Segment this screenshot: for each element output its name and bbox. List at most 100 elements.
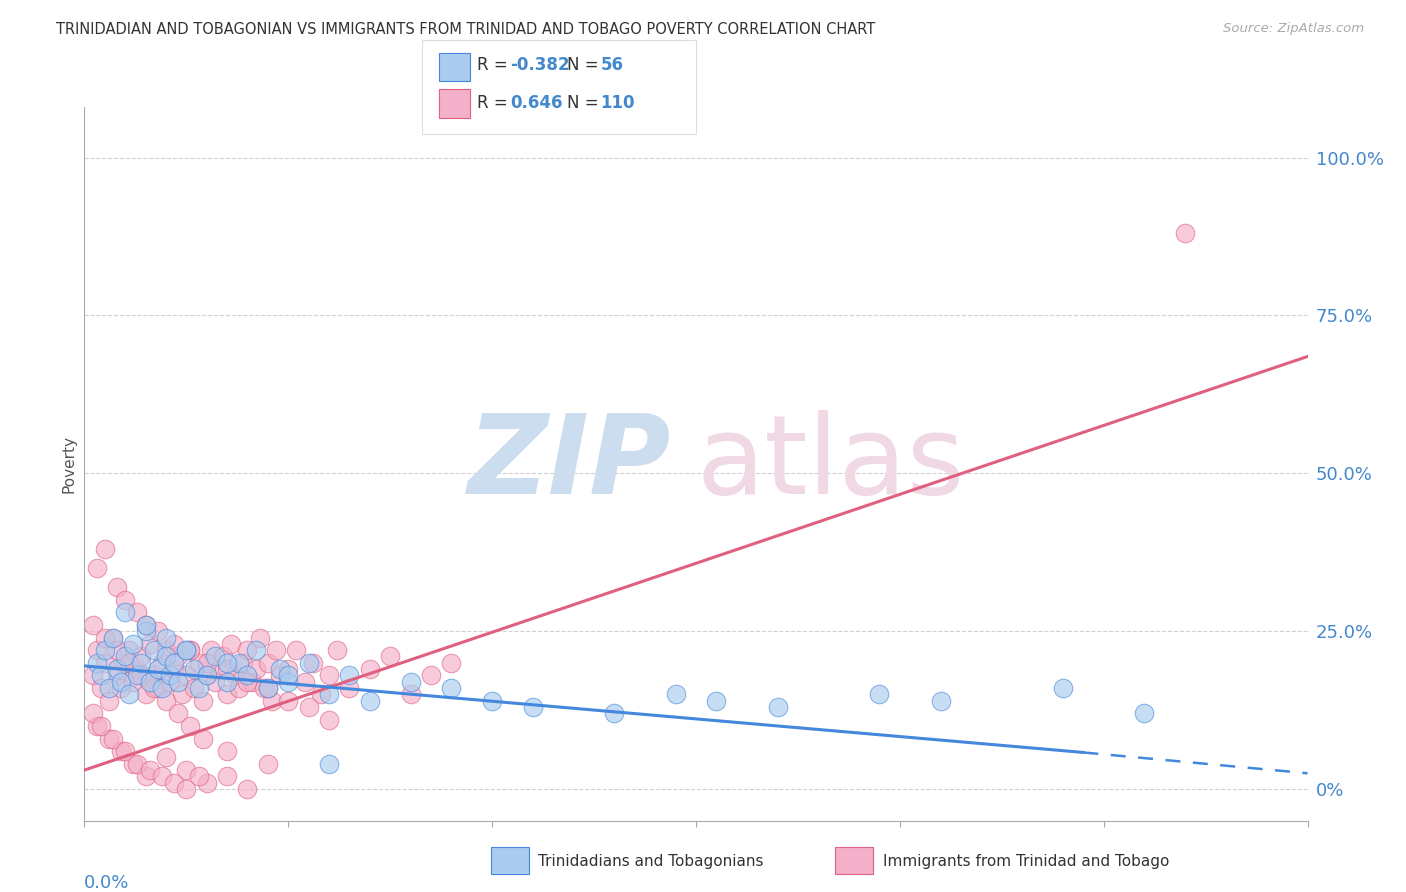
Point	[110, 744, 132, 758]
Point	[167, 649, 190, 664]
Point	[82, 668, 104, 682]
Point	[224, 668, 246, 682]
Point	[240, 674, 263, 689]
Point	[420, 668, 443, 682]
Point	[142, 681, 165, 695]
Point	[122, 756, 145, 771]
Point	[150, 656, 173, 670]
Text: -0.382: -0.382	[510, 56, 569, 74]
Point	[339, 681, 360, 695]
Text: Source: ZipAtlas.com: Source: ZipAtlas.com	[1223, 22, 1364, 36]
Point	[228, 656, 250, 670]
Point	[93, 643, 115, 657]
Point	[135, 624, 157, 639]
Point	[704, 693, 728, 707]
Point	[159, 674, 181, 689]
Point	[359, 662, 381, 676]
Point	[228, 681, 250, 695]
Point	[97, 731, 120, 746]
Point	[146, 624, 169, 639]
Point	[236, 782, 259, 797]
Point	[105, 668, 128, 682]
Point	[285, 643, 308, 657]
Point	[1052, 681, 1074, 695]
Point	[114, 605, 136, 619]
Text: ZIP: ZIP	[468, 410, 672, 517]
Point	[236, 668, 259, 682]
Point	[187, 681, 209, 695]
Text: Trinidadians and Tobagonians: Trinidadians and Tobagonians	[538, 855, 763, 869]
Point	[86, 719, 108, 733]
Point	[245, 662, 267, 676]
Point	[97, 681, 120, 695]
Point	[301, 656, 323, 670]
Point	[294, 674, 316, 689]
Text: 0.646: 0.646	[510, 94, 562, 112]
Point	[82, 618, 104, 632]
Point	[249, 631, 271, 645]
Point	[86, 643, 108, 657]
Point	[82, 706, 104, 721]
Point	[232, 656, 254, 670]
Text: TRINIDADIAN AND TOBAGONIAN VS IMMIGRANTS FROM TRINIDAD AND TOBAGO POVERTY CORREL: TRINIDADIAN AND TOBAGONIAN VS IMMIGRANTS…	[56, 22, 876, 37]
Point	[142, 668, 165, 682]
Point	[110, 674, 132, 689]
Point	[212, 649, 235, 664]
Point	[86, 561, 108, 575]
Point	[167, 674, 190, 689]
Point	[318, 668, 340, 682]
Point	[217, 674, 239, 689]
Point	[101, 731, 124, 746]
Text: atlas: atlas	[696, 410, 965, 517]
Point	[118, 643, 141, 657]
Point	[277, 674, 299, 689]
Point	[150, 681, 173, 695]
Point	[155, 649, 177, 664]
Point	[257, 656, 280, 670]
Point	[174, 782, 197, 797]
Point	[204, 649, 226, 664]
Point	[110, 681, 132, 695]
Point	[264, 643, 287, 657]
Point	[929, 693, 952, 707]
Point	[269, 668, 291, 682]
Point	[135, 769, 157, 783]
Point	[174, 643, 197, 657]
Point	[187, 656, 209, 670]
Point	[440, 681, 463, 695]
Point	[131, 668, 153, 682]
Point	[159, 668, 181, 682]
Text: 0.0%: 0.0%	[84, 874, 129, 892]
Point	[257, 681, 280, 695]
Point	[174, 643, 197, 657]
Point	[204, 674, 226, 689]
Point	[174, 763, 197, 777]
Point	[195, 656, 218, 670]
Point	[114, 744, 136, 758]
Point	[277, 662, 299, 676]
Point	[155, 643, 177, 657]
Point	[127, 605, 149, 619]
Point	[93, 631, 115, 645]
Point	[97, 693, 120, 707]
Point	[440, 656, 463, 670]
Point	[217, 744, 239, 758]
Point	[380, 649, 402, 664]
Point	[142, 643, 165, 657]
Point	[138, 637, 160, 651]
Point	[318, 687, 340, 701]
Point	[146, 662, 169, 676]
Point	[122, 637, 145, 651]
Point	[257, 681, 280, 695]
Point	[163, 776, 186, 790]
Point	[399, 674, 422, 689]
Text: N =: N =	[567, 94, 603, 112]
Point	[118, 687, 141, 701]
Point	[101, 631, 124, 645]
Point	[664, 687, 686, 701]
Point	[105, 643, 128, 657]
Text: N =: N =	[567, 56, 603, 74]
Point	[195, 668, 218, 682]
Point	[101, 631, 124, 645]
Point	[318, 713, 340, 727]
